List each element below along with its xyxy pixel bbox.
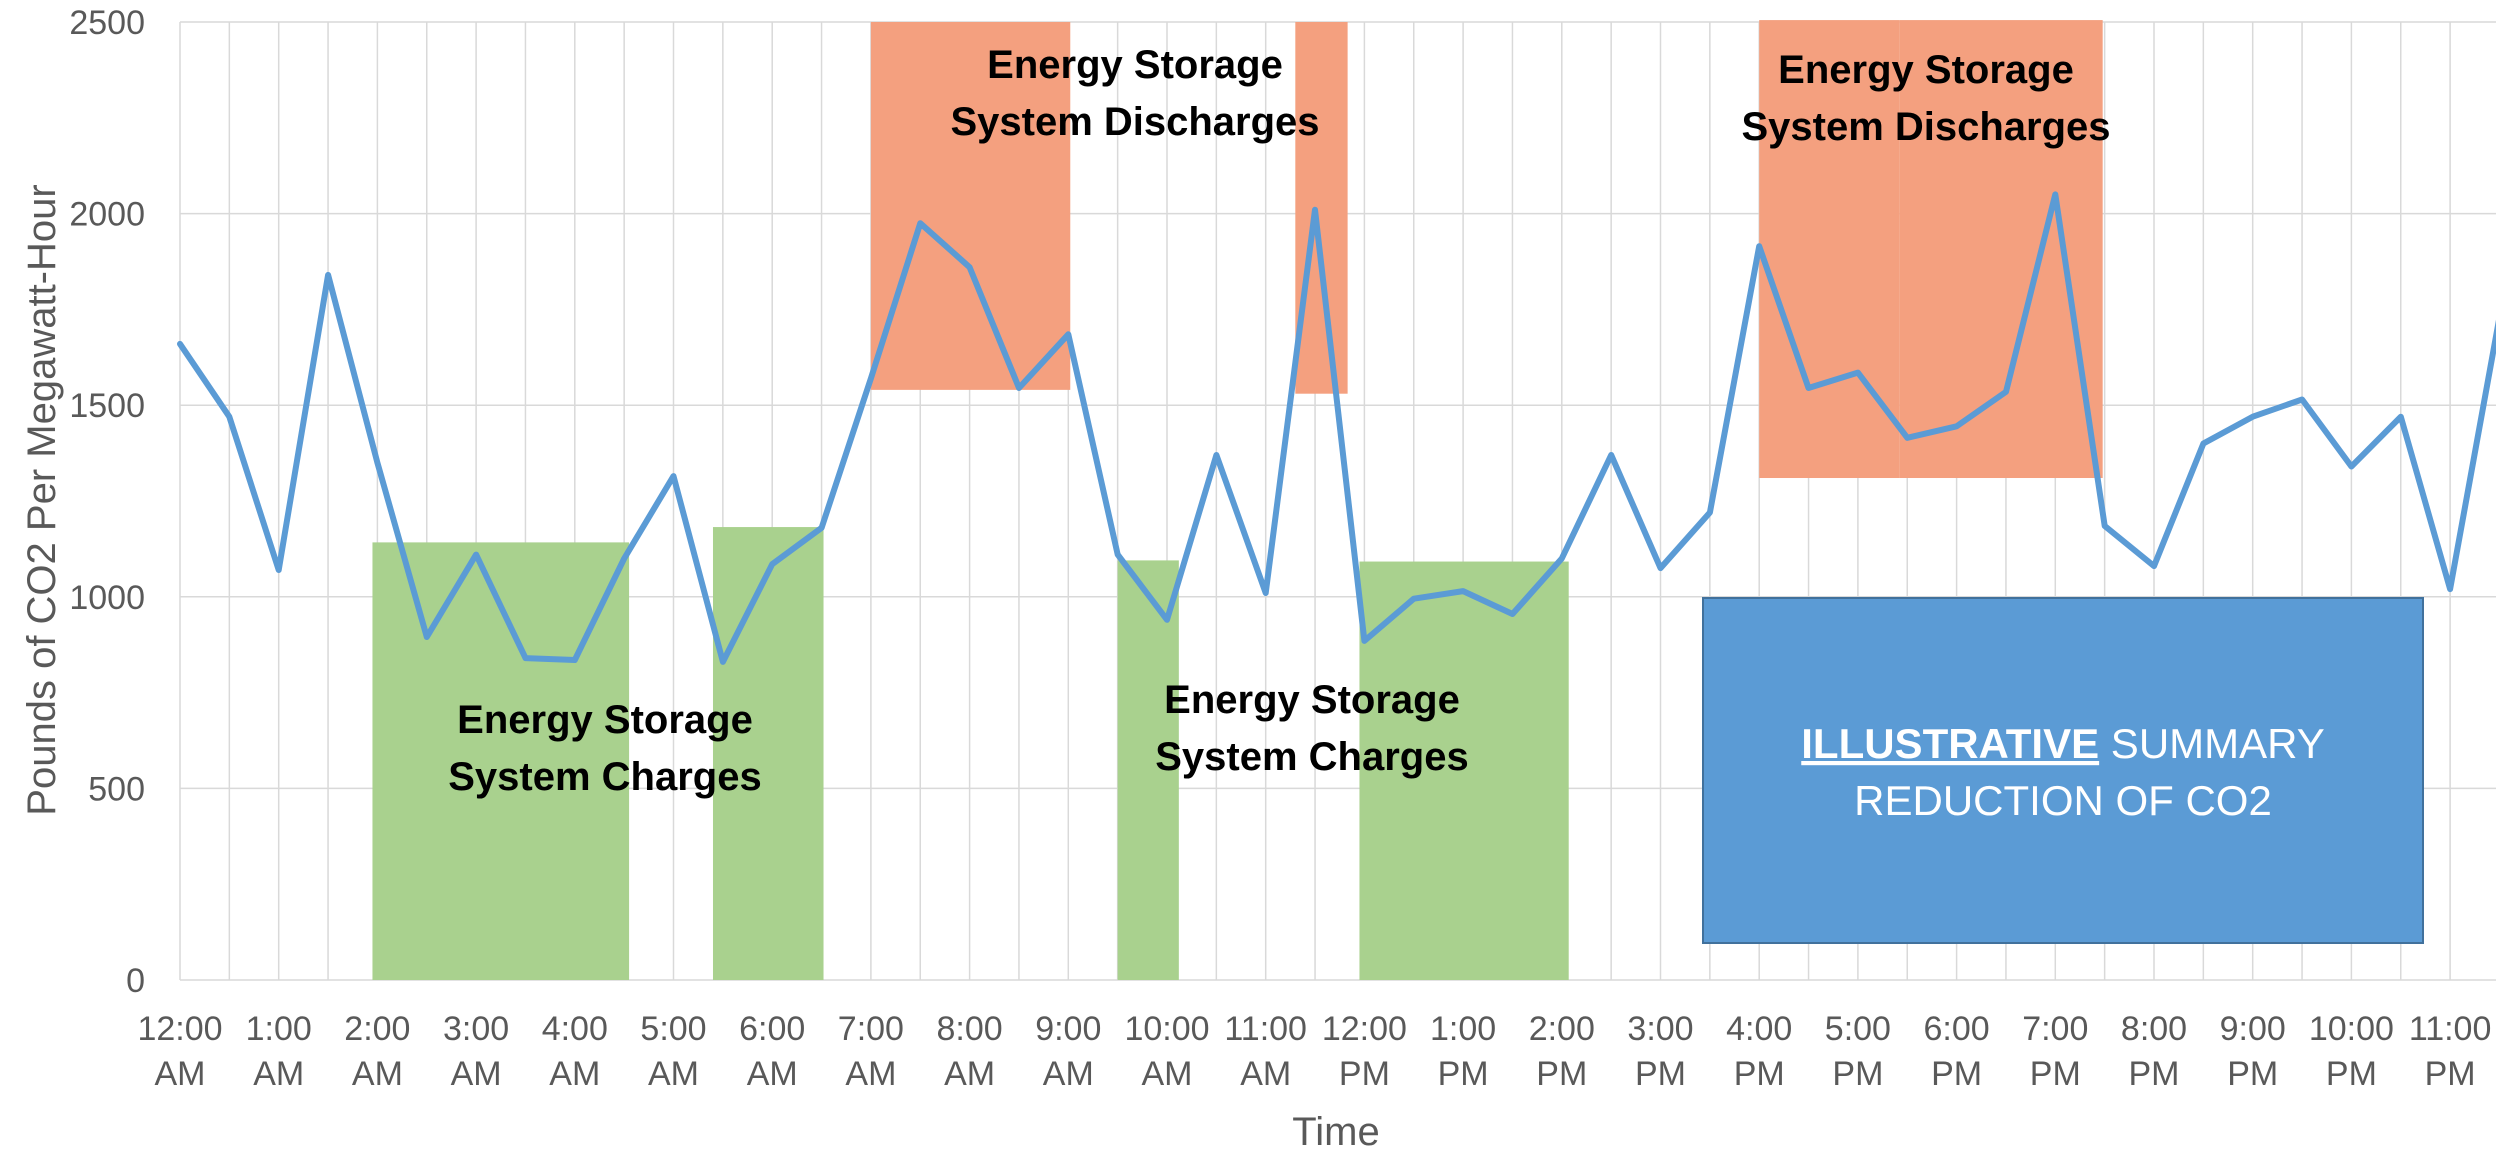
x-tick-label: 1:00: [246, 1010, 312, 1048]
x-axis-title: Time: [1292, 1110, 1379, 1151]
charges-label-2: Energy Storage: [1164, 678, 1460, 722]
x-tick-label: 10:00: [2309, 1010, 2394, 1048]
x-tick-label: AM: [845, 1055, 896, 1093]
x-tick-label: AM: [944, 1055, 995, 1093]
x-tick-label: AM: [352, 1055, 403, 1093]
discharge-band: [1899, 20, 2103, 479]
x-tick-label: AM: [155, 1055, 206, 1093]
x-tick-label: 5:00: [1825, 1010, 1891, 1048]
y-axis-title: Pounds of CO2 Per Megawatt-Hour: [20, 184, 64, 815]
x-tick-label: 10:00: [1124, 1010, 1209, 1048]
x-tick-label: PM: [1931, 1055, 1982, 1093]
x-tick-label: PM: [1438, 1055, 1489, 1093]
x-tick-label: AM: [1142, 1055, 1193, 1093]
discharges-label-2: Energy Storage: [1778, 48, 2074, 92]
discharges-label-1: System Discharges: [950, 100, 1319, 144]
discharge-band: [870, 22, 1071, 390]
summary-line-2: REDUCTION OF CO2: [1854, 777, 2272, 824]
x-tick-label: 4:00: [1726, 1010, 1792, 1048]
y-tick-label: 0: [126, 962, 145, 1000]
x-tick-label: 6:00: [739, 1010, 805, 1048]
x-tick-label: 12:00: [137, 1010, 222, 1048]
x-tick-label: AM: [253, 1055, 304, 1093]
x-tick-label: 7:00: [838, 1010, 904, 1048]
x-tick-label: 3:00: [1627, 1010, 1693, 1048]
y-tick-label: 2500: [69, 4, 145, 42]
x-tick-label: 8:00: [937, 1010, 1003, 1048]
charges-label-1: System Charges: [448, 755, 761, 799]
x-tick-label: 6:00: [1924, 1010, 1990, 1048]
y-tick-label: 2000: [69, 196, 145, 234]
x-tick-label: 9:00: [2220, 1010, 2286, 1048]
charge-band: [1117, 560, 1179, 980]
x-tick-label: PM: [2129, 1055, 2180, 1093]
discharge-band: [1295, 22, 1348, 394]
charge-band: [712, 527, 824, 980]
charge-band: [372, 542, 630, 980]
x-tick-label: PM: [2030, 1055, 2081, 1093]
x-tick-label: 11:00: [1224, 1010, 1307, 1048]
discharge-band: [1759, 20, 1900, 479]
x-tick-label: 12:00: [1322, 1010, 1407, 1048]
x-tick-label: 2:00: [344, 1010, 410, 1048]
discharges-label-1: Energy Storage: [987, 43, 1283, 87]
summary-line-1: ILLUSTRATIVE SUMMARY: [1801, 720, 2324, 767]
x-tick-label: 7:00: [2022, 1010, 2088, 1048]
y-tick-label: 500: [88, 770, 145, 808]
x-tick-label: 11:00: [2409, 1010, 2492, 1048]
storage-bands: [372, 20, 2103, 980]
co2-series: [177, 191, 2496, 665]
summary-illustrative: ILLUSTRATIVE: [1801, 720, 2099, 767]
x-tick-label: PM: [1536, 1055, 1587, 1093]
charges-label-1: Energy Storage: [457, 698, 753, 742]
y-tick-label: 1000: [69, 579, 145, 617]
x-tick-label: 8:00: [2121, 1010, 2187, 1048]
x-tick-label: PM: [2326, 1055, 2377, 1093]
series-line: [177, 191, 2496, 665]
x-tick-label: AM: [1240, 1055, 1291, 1093]
charge-band: [1359, 561, 1569, 980]
x-tick-label: PM: [1832, 1055, 1883, 1093]
y-tick-label: 1500: [69, 387, 145, 425]
x-tick-label: AM: [549, 1055, 600, 1093]
x-tick-label: PM: [1635, 1055, 1686, 1093]
x-tick-label: PM: [2425, 1055, 2476, 1093]
x-tick-label: 3:00: [443, 1010, 509, 1048]
band-labels: Energy Storage System Charges Energy Stora…: [448, 43, 2424, 944]
x-tick-label: PM: [2227, 1055, 2278, 1093]
tick-labels: 0 500 1000 1500 2000 2500 12:00 AM 1:00 AM 2:00 AM 3…: [69, 4, 2491, 1093]
discharges-label-2: System Discharges: [1741, 105, 2110, 149]
summary-rest: SUMMARY: [2099, 720, 2325, 767]
x-tick-label: 5:00: [640, 1010, 706, 1048]
x-tick-label: PM: [1339, 1055, 1390, 1093]
x-tick-label: AM: [648, 1055, 699, 1093]
x-tick-label: PM: [1734, 1055, 1785, 1093]
x-tick-label: 1:00: [1430, 1010, 1496, 1048]
charges-label-2: System Charges: [1155, 735, 1468, 779]
x-tick-label: 9:00: [1035, 1010, 1101, 1048]
summary-box: [1702, 597, 2424, 944]
x-tick-label: AM: [747, 1055, 798, 1093]
x-tick-label: AM: [1043, 1055, 1094, 1093]
x-tick-label: 2:00: [1529, 1010, 1595, 1048]
x-tick-label: AM: [451, 1055, 502, 1093]
x-tick-label: 4:00: [542, 1010, 608, 1048]
